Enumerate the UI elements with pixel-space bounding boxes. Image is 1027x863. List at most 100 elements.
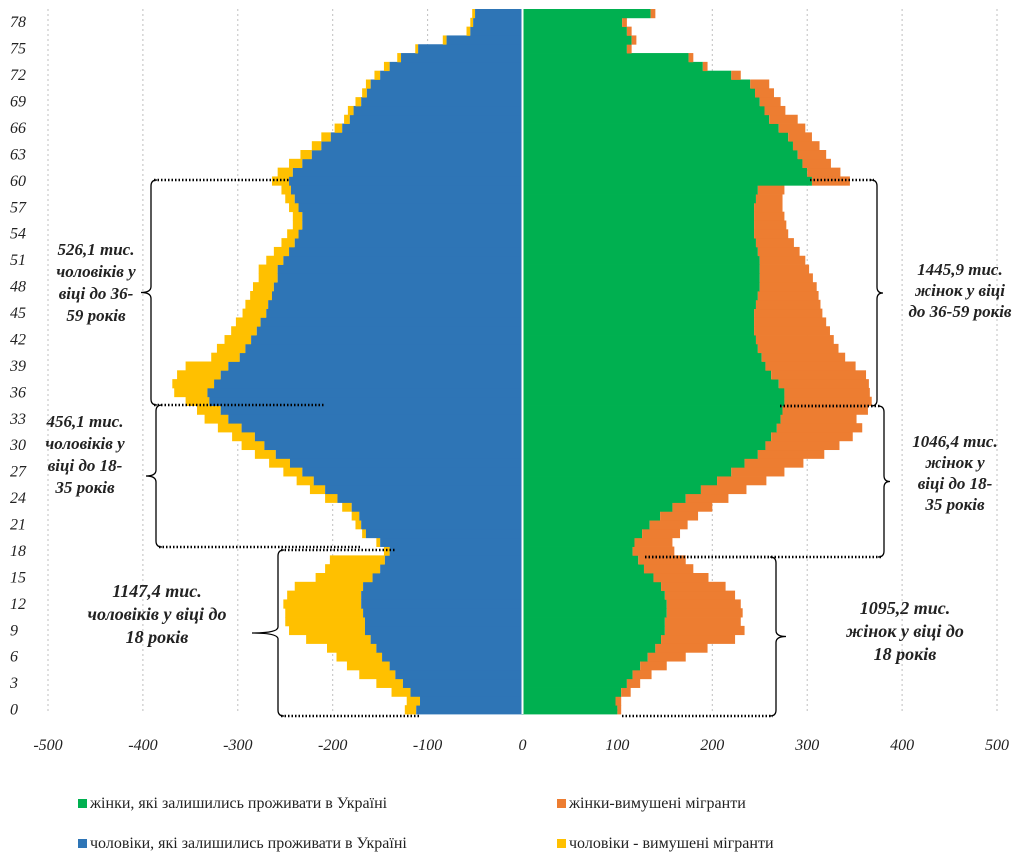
legend-label: жінки-вимушені мігранти bbox=[568, 795, 746, 812]
bar-men-migrants bbox=[415, 44, 419, 54]
bar-men-migrants bbox=[283, 467, 303, 477]
bar-women-migrants bbox=[640, 661, 667, 671]
bar-women-remained bbox=[522, 105, 765, 116]
bar-women-migrants bbox=[754, 308, 823, 318]
y-tick-label: 39 bbox=[9, 358, 26, 375]
x-tick-labels: -500 -400 -300 -200 -100 0 100 200 300 400 500 bbox=[33, 737, 1009, 754]
bar-women-migrants bbox=[642, 528, 681, 539]
bar-men-migrants bbox=[217, 423, 242, 433]
bar-women-remained bbox=[522, 308, 755, 318]
bar-men-migrants bbox=[383, 61, 390, 72]
bar-men-remained bbox=[389, 546, 523, 556]
bar-women-migrants bbox=[755, 238, 794, 248]
bar-women-migrants bbox=[765, 440, 840, 451]
bar-women-remained bbox=[522, 255, 760, 265]
bar-women-migrants bbox=[757, 343, 839, 354]
bar-women-migrants bbox=[757, 449, 825, 459]
bar-women-migrants bbox=[759, 97, 781, 107]
bar-women-migrants bbox=[759, 255, 806, 265]
bar-men-remained bbox=[228, 361, 523, 371]
bar-men-remained bbox=[446, 35, 523, 45]
annotation-line: віці до 18- bbox=[48, 456, 123, 475]
legend-label: чоловіки - вимушені мігранти bbox=[569, 835, 774, 852]
bar-women-remained bbox=[522, 396, 785, 406]
bar-women-migrants bbox=[664, 617, 741, 627]
bar-men-migrants bbox=[336, 652, 383, 662]
bar-women-migrants bbox=[731, 467, 785, 477]
bar-women-migrants bbox=[744, 458, 804, 468]
bar-men-remained bbox=[292, 167, 523, 177]
bar-women-migrants bbox=[702, 61, 708, 72]
bar-women-migrants bbox=[643, 564, 694, 574]
bar-women-migrants bbox=[621, 687, 631, 697]
bar-women-migrants bbox=[797, 150, 827, 160]
y-tick-label: 72 bbox=[10, 67, 26, 84]
bar-men-remained bbox=[266, 308, 523, 318]
bar-men-migrants bbox=[466, 26, 471, 36]
bar-women-migrants bbox=[660, 511, 699, 521]
bar-men-migrants bbox=[273, 246, 290, 257]
bar-women-remained bbox=[522, 511, 661, 521]
bar-women-migrants bbox=[778, 123, 806, 133]
y-tick-label: 66 bbox=[10, 120, 26, 137]
bar-women-migrants bbox=[655, 643, 708, 653]
bar-men-migrants bbox=[185, 361, 229, 371]
bar-women-remained bbox=[522, 493, 686, 503]
bar-women-remained bbox=[522, 114, 770, 124]
bar-women-migrants bbox=[632, 669, 652, 680]
bar-men-migrants bbox=[231, 326, 257, 336]
bar-women-remained bbox=[522, 211, 755, 221]
bar-women-migrants bbox=[650, 9, 656, 19]
bar-women-remained bbox=[522, 476, 718, 486]
bar-women-remained bbox=[522, 520, 650, 530]
bar-women-migrants bbox=[649, 520, 688, 530]
y-tick-label: 78 bbox=[10, 14, 26, 31]
bar-men-remained bbox=[277, 264, 523, 274]
bar-men-remained bbox=[298, 229, 523, 239]
bar-men-remained bbox=[277, 273, 523, 283]
annotation-line: жінок у bbox=[924, 453, 985, 472]
bars-layer bbox=[172, 9, 872, 715]
y-tick-label: 6 bbox=[10, 649, 18, 666]
bar-women-remained bbox=[522, 414, 781, 424]
bar-women-migrants bbox=[780, 414, 857, 424]
bar-men-migrants bbox=[287, 229, 299, 239]
bar-men-migrants bbox=[185, 396, 210, 406]
bar-men-remained bbox=[401, 53, 523, 63]
bar-women-migrants bbox=[634, 537, 673, 547]
bar-women-migrants bbox=[782, 405, 868, 415]
curly-bracket bbox=[145, 404, 163, 548]
bar-men-migrants bbox=[289, 202, 299, 213]
legend: жінки, які залишились проживати в Україн… bbox=[78, 795, 774, 852]
bar-men-migrants bbox=[309, 484, 326, 495]
bar-men-remained bbox=[273, 282, 523, 292]
bar-women-remained bbox=[522, 423, 777, 433]
bar-women-migrants bbox=[757, 291, 819, 301]
bar-men-remained bbox=[376, 643, 523, 653]
curly-bracket bbox=[769, 556, 787, 717]
bar-women-remained bbox=[522, 97, 760, 107]
annotation-line: віці до 18- bbox=[918, 474, 993, 493]
bar-men-remained bbox=[313, 476, 523, 486]
bar-men-remained bbox=[209, 396, 523, 406]
bar-men-remained bbox=[289, 176, 523, 186]
bar-women-migrants bbox=[755, 335, 834, 345]
bar-women-migrants bbox=[769, 114, 798, 124]
bar-women-migrants bbox=[792, 141, 820, 151]
bar-men-remained bbox=[473, 17, 523, 28]
y-tick-label: 0 bbox=[10, 702, 18, 719]
bar-women-migrants bbox=[664, 590, 736, 600]
x-tick-label: -200 bbox=[318, 737, 347, 754]
bar-women-migrants bbox=[788, 132, 812, 142]
y-tick-label: 60 bbox=[10, 173, 26, 190]
annotation-line: 18 років bbox=[874, 644, 937, 664]
bar-women-migrants bbox=[755, 194, 783, 204]
annotation-brackets bbox=[140, 178, 891, 718]
bar-men-migrants bbox=[442, 35, 447, 45]
y-tick-label: 75 bbox=[10, 41, 26, 58]
annotation-line: 526,1 тис. bbox=[58, 240, 135, 259]
bar-women-remained bbox=[522, 590, 665, 600]
y-tick-label: 18 bbox=[10, 543, 26, 560]
bar-men-remained bbox=[325, 484, 523, 495]
